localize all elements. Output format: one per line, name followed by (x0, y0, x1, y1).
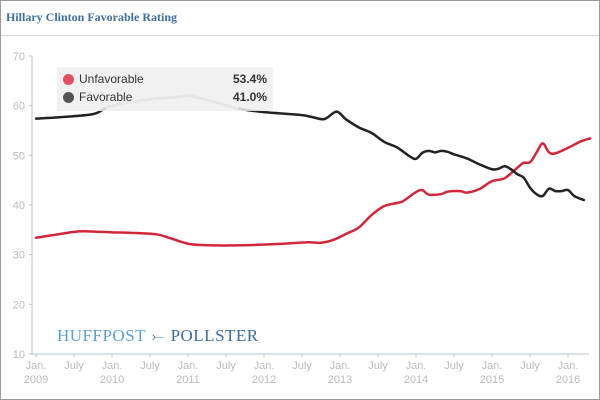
y-tick-label: 40 (13, 200, 25, 212)
x-tick-label: Jan. (330, 360, 351, 372)
y-tick-label: 60 (13, 101, 25, 113)
x-tick-year-label: 2015 (480, 374, 504, 386)
y-tick-label: 20 (13, 299, 25, 311)
x-tick-label: Jan. (406, 360, 427, 372)
x-tick-label: July (444, 360, 464, 372)
x-tick-label: Jan. (558, 360, 579, 372)
x-tick-label: Jan. (178, 360, 199, 372)
x-tick-year-label: 2009 (24, 374, 48, 386)
series-line-unfavorable[interactable] (34, 137, 592, 247)
title-divider (1, 35, 599, 36)
legend-value: 53.4% (232, 72, 267, 86)
series-line-favorable[interactable] (34, 94, 586, 202)
x-tick-year-label: 2012 (252, 374, 276, 386)
x-tick-year-label: 2011 (176, 374, 200, 386)
x-tick-year-label: 2016 (556, 374, 580, 386)
brand-logo: HUFFPOST ⤚ POLLSTER (57, 326, 259, 346)
legend-item-favorable[interactable]: Favorable 41.0% (63, 90, 267, 106)
x-tick-year-label: 2013 (328, 374, 352, 386)
y-tick-label: 30 (13, 250, 25, 262)
x-tick-year-label: 2014 (404, 374, 428, 386)
x-tick-label: July (216, 360, 236, 372)
x-tick-label: Jan. (102, 360, 123, 372)
x-tick-label: July (140, 360, 160, 372)
brand-pollster: POLLSTER (170, 326, 259, 345)
x-tick-label: July (292, 360, 312, 372)
x-tick-label: Jan. (26, 360, 47, 372)
legend: Unfavorable 53.4% Favorable 41.0% (57, 67, 273, 111)
x-tick-label: July (64, 360, 84, 372)
favorable-swatch-icon (63, 92, 74, 103)
legend-label: Unfavorable (79, 72, 144, 86)
x-tick-year-label: 2010 (100, 374, 124, 386)
legend-item-unfavorable[interactable]: Unfavorable 53.4% (63, 72, 267, 88)
x-tick-label: Jan. (482, 360, 503, 372)
legend-label: Favorable (79, 90, 133, 104)
series-lines (34, 94, 592, 247)
unfavorable-swatch-icon (63, 74, 74, 85)
x-tick-label: July (368, 360, 388, 372)
legend-value: 41.0% (232, 90, 267, 104)
swoosh-icon: ⤚ (152, 329, 165, 345)
axes: 10 20 30 40 50 60 70 Jan. 2009 July Jan. 2010 July Ja… (13, 51, 589, 386)
brand-huffpost: HUFFPOST (57, 326, 147, 345)
y-tick-label: 50 (13, 150, 25, 162)
x-tick-label: July (520, 360, 540, 372)
x-tick-label: Jan. (254, 360, 275, 372)
y-tick-label: 70 (13, 51, 25, 63)
chart-title: Hillary Clinton Favorable Rating (6, 10, 177, 24)
y-tick-label: 10 (13, 349, 25, 361)
